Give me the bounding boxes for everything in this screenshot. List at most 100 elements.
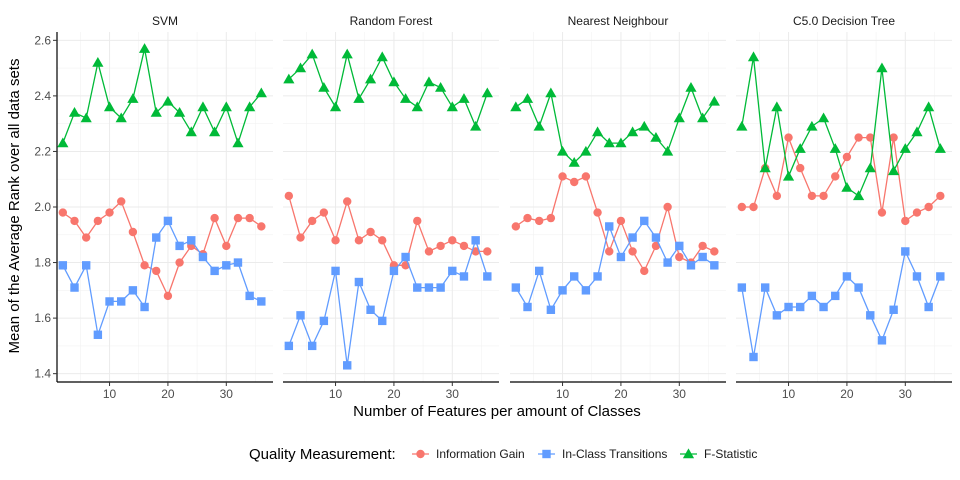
data-point	[209, 126, 221, 137]
data-point	[220, 101, 232, 112]
data-point	[877, 336, 887, 345]
data-point	[912, 208, 922, 217]
data-point	[854, 133, 863, 142]
data-point	[471, 236, 480, 245]
data-point	[759, 162, 771, 173]
data-point	[901, 247, 910, 256]
y-tick-label: 2.2	[34, 144, 51, 158]
data-point	[866, 133, 875, 142]
data-point	[747, 51, 760, 62]
data-point	[737, 202, 747, 212]
data-point	[545, 87, 557, 98]
data-point	[842, 152, 852, 162]
data-point	[640, 216, 649, 226]
grid	[736, 32, 952, 382]
data-point	[628, 247, 637, 256]
legend-title: Quality Measurement:	[249, 446, 396, 463]
panel-c5-0-decision-tree: C5.0 Decision Tree 10 20 30	[736, 14, 952, 401]
data-point	[819, 191, 828, 201]
data-point	[244, 101, 256, 112]
data-point	[80, 112, 92, 123]
data-point	[483, 247, 492, 256]
data-point	[697, 112, 709, 123]
data-point	[81, 233, 91, 242]
x-axis-title: Number of Features per amount of Classes	[353, 403, 641, 420]
data-point	[401, 252, 410, 262]
data-point	[222, 261, 231, 270]
data-point	[819, 302, 828, 312]
data-point	[210, 266, 219, 276]
data-point	[198, 252, 208, 262]
data-point	[68, 106, 81, 117]
series-information-gain	[58, 197, 266, 301]
series-in-class-transitions	[737, 247, 945, 362]
data-point	[854, 283, 863, 292]
x-tick-label: 10	[103, 387, 117, 401]
data-point	[570, 177, 579, 187]
data-point	[163, 291, 173, 301]
data-point	[319, 208, 329, 217]
data-point	[399, 93, 412, 103]
series-line	[288, 238, 488, 366]
data-point	[163, 216, 173, 226]
data-point	[115, 112, 127, 123]
data-point	[662, 145, 674, 156]
data-point	[615, 137, 627, 148]
data-point	[737, 283, 747, 292]
data-point	[138, 43, 151, 53]
data-point	[794, 143, 806, 153]
series-line	[741, 249, 941, 358]
data-point	[58, 261, 68, 270]
legend-key-marker	[542, 449, 551, 459]
data-point	[760, 283, 770, 292]
data-point	[175, 258, 184, 267]
series-information-gain	[284, 191, 492, 270]
data-point	[411, 101, 423, 112]
data-point	[307, 341, 317, 351]
data-point	[341, 48, 353, 59]
x-tick-label: 30	[673, 387, 687, 401]
panel-nearest-neighbour: Nearest Neighbour 10 20 30	[510, 14, 726, 401]
data-point	[675, 252, 684, 262]
data-point	[628, 233, 637, 242]
data-point	[128, 227, 138, 237]
series-line	[62, 48, 262, 146]
data-point	[807, 191, 817, 201]
data-point	[772, 191, 782, 201]
data-point	[343, 197, 352, 206]
legend-key-marker	[416, 449, 425, 459]
data-point	[459, 241, 469, 251]
data-point	[901, 216, 910, 226]
data-point	[911, 126, 923, 137]
data-point	[510, 101, 522, 112]
data-point	[436, 241, 445, 251]
data-point	[534, 216, 544, 226]
data-point	[185, 126, 197, 137]
series-information-gain	[511, 172, 719, 276]
data-point	[173, 106, 186, 117]
data-point	[331, 266, 340, 276]
data-point	[471, 247, 480, 256]
data-point	[92, 56, 104, 67]
x-tick-label: 20	[387, 387, 401, 401]
data-point	[591, 126, 604, 137]
data-point	[546, 305, 556, 314]
data-point	[233, 213, 243, 223]
data-point	[105, 208, 114, 217]
data-point	[296, 311, 305, 320]
data-point	[318, 81, 330, 92]
y-tick-label: 1.8	[34, 256, 51, 270]
data-point	[483, 272, 492, 281]
data-point	[605, 222, 614, 231]
data-point	[924, 202, 933, 212]
data-point	[889, 305, 898, 314]
x-tick-label: 30	[899, 387, 913, 401]
panel-title: SVM	[152, 14, 178, 28]
data-point	[749, 352, 758, 362]
data-point	[626, 126, 639, 137]
data-point	[187, 236, 196, 245]
data-point	[784, 133, 793, 142]
data-point	[296, 233, 305, 242]
data-point	[686, 261, 696, 270]
